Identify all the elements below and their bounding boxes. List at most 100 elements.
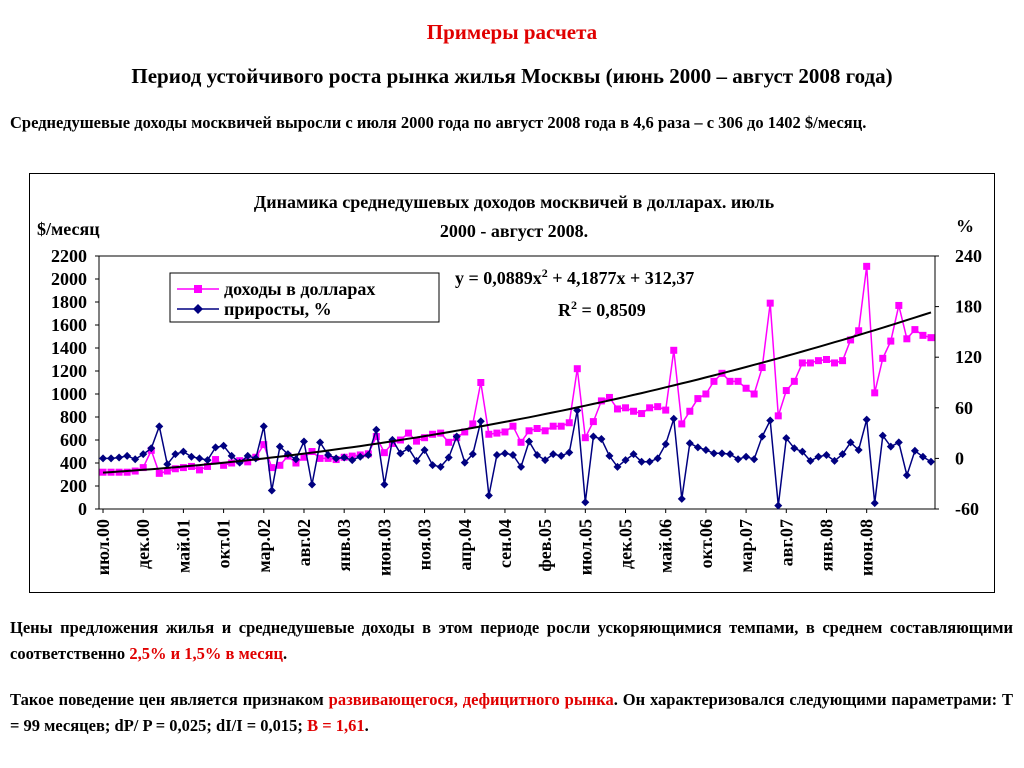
growth-point (918, 452, 927, 461)
growth-point (275, 442, 284, 451)
income-point (509, 422, 517, 430)
x-tick-label: мар.02 (254, 519, 274, 573)
growth-point (291, 455, 300, 464)
growth-point (155, 422, 164, 431)
growth-point (806, 456, 815, 465)
growth-point (99, 454, 108, 463)
paragraph2-highlight-market: развивающегося, дефицитного рынка (328, 690, 614, 709)
growth-point (854, 445, 863, 454)
y-left-tick-label: 1400 (51, 338, 87, 358)
growth-point (822, 451, 831, 460)
income-point (204, 462, 212, 470)
x-tick-label: июн.03 (374, 519, 394, 576)
growth-series-line (103, 410, 932, 506)
y-left-tick-label: 600 (60, 430, 87, 450)
x-tick-label: июл.00 (93, 519, 113, 575)
growth-point (693, 443, 702, 452)
y-left-tick-label: 1000 (51, 384, 87, 404)
growth-point (653, 454, 662, 463)
growth-point (726, 450, 735, 459)
income-point (871, 389, 879, 397)
income-point (557, 422, 565, 430)
chart-title-line1: Динамика среднедушевых доходов москвичей… (254, 192, 775, 212)
paragraph1-text: Цены предложения жилья и среднедушевые д… (10, 618, 1013, 663)
income-point (622, 404, 630, 412)
growth-point (412, 456, 421, 465)
growth-point (348, 456, 357, 465)
growth-point (878, 431, 887, 440)
income-point (678, 420, 686, 428)
growth-point (147, 444, 156, 453)
x-tick-label: апр.04 (455, 519, 475, 571)
x-tick-label: янв.03 (334, 519, 354, 571)
income-point (806, 359, 814, 367)
trend-equation: y = 0,0889x2 + 4,1877x + 312,37 (455, 266, 694, 288)
y-right-tick-label: 120 (955, 347, 982, 367)
income-point (212, 456, 220, 464)
growth-point (139, 450, 148, 459)
y-right-tick-label: 60 (955, 398, 973, 418)
income-point (726, 377, 734, 385)
income-point (822, 356, 830, 363)
legend-income-label: доходы в долларах (224, 279, 375, 299)
paragraph2-highlight-b: В = 1,61 (307, 716, 365, 735)
legend-box (169, 272, 440, 323)
growth-point (364, 451, 373, 460)
income-point (702, 390, 710, 398)
growth-point (460, 458, 469, 467)
income-point (195, 466, 203, 474)
x-tick-label: мар.07 (736, 519, 756, 573)
income-point (589, 418, 597, 426)
growth-point (886, 442, 895, 451)
growth-point (525, 437, 534, 446)
income-point (694, 395, 702, 403)
growth-point (798, 447, 807, 456)
income-point (220, 461, 228, 469)
income-point (887, 337, 895, 345)
growth-point (179, 447, 188, 456)
trend-line (102, 311, 932, 474)
growth-point (645, 457, 654, 466)
x-tick-label: окт.01 (214, 519, 234, 568)
income-point (790, 377, 798, 385)
y-left-tick-label: 2000 (51, 269, 87, 289)
growth-point (589, 432, 598, 441)
income-point (686, 407, 694, 415)
growth-point (862, 415, 871, 424)
income-point (597, 397, 605, 405)
plot-area (98, 255, 936, 510)
growth-point (750, 455, 759, 464)
income-point (879, 354, 887, 362)
paragraph1-highlight: 2,5% и 1,5% в месяц (129, 644, 284, 663)
growth-point (476, 417, 485, 426)
x-tick-label: окт.06 (696, 519, 716, 568)
growth-point (123, 451, 132, 460)
growth-point (340, 453, 349, 462)
growth-point (541, 456, 550, 465)
growth-point (259, 422, 268, 431)
growth-point (452, 432, 461, 441)
growth-point (557, 451, 566, 460)
paragraph2-end: . (364, 716, 369, 735)
slide-title: Период устойчивого роста рынка жилья Мос… (131, 64, 893, 88)
growth-point (533, 451, 542, 460)
growth-point (243, 451, 252, 460)
intro-text: Среднедушевые доходы москвичей выросли с… (10, 113, 867, 132)
chart-title-line2: 2000 - август 2008. (440, 221, 588, 241)
income-point (372, 433, 380, 441)
growth-point (308, 480, 317, 489)
x-tick-label: дек.05 (616, 519, 636, 569)
income-point (758, 364, 766, 372)
income-point (501, 428, 509, 436)
income-point (413, 437, 421, 445)
income-point (565, 419, 573, 427)
growth-point (717, 449, 726, 458)
growth-point (766, 416, 775, 425)
growth-point (830, 456, 839, 465)
income-point (774, 412, 782, 420)
paragraph2-text: Такое поведение цен является признаком (10, 690, 329, 709)
income-point (766, 299, 774, 307)
income-point (541, 427, 549, 435)
income-point (179, 464, 187, 472)
growth-point (267, 486, 276, 495)
